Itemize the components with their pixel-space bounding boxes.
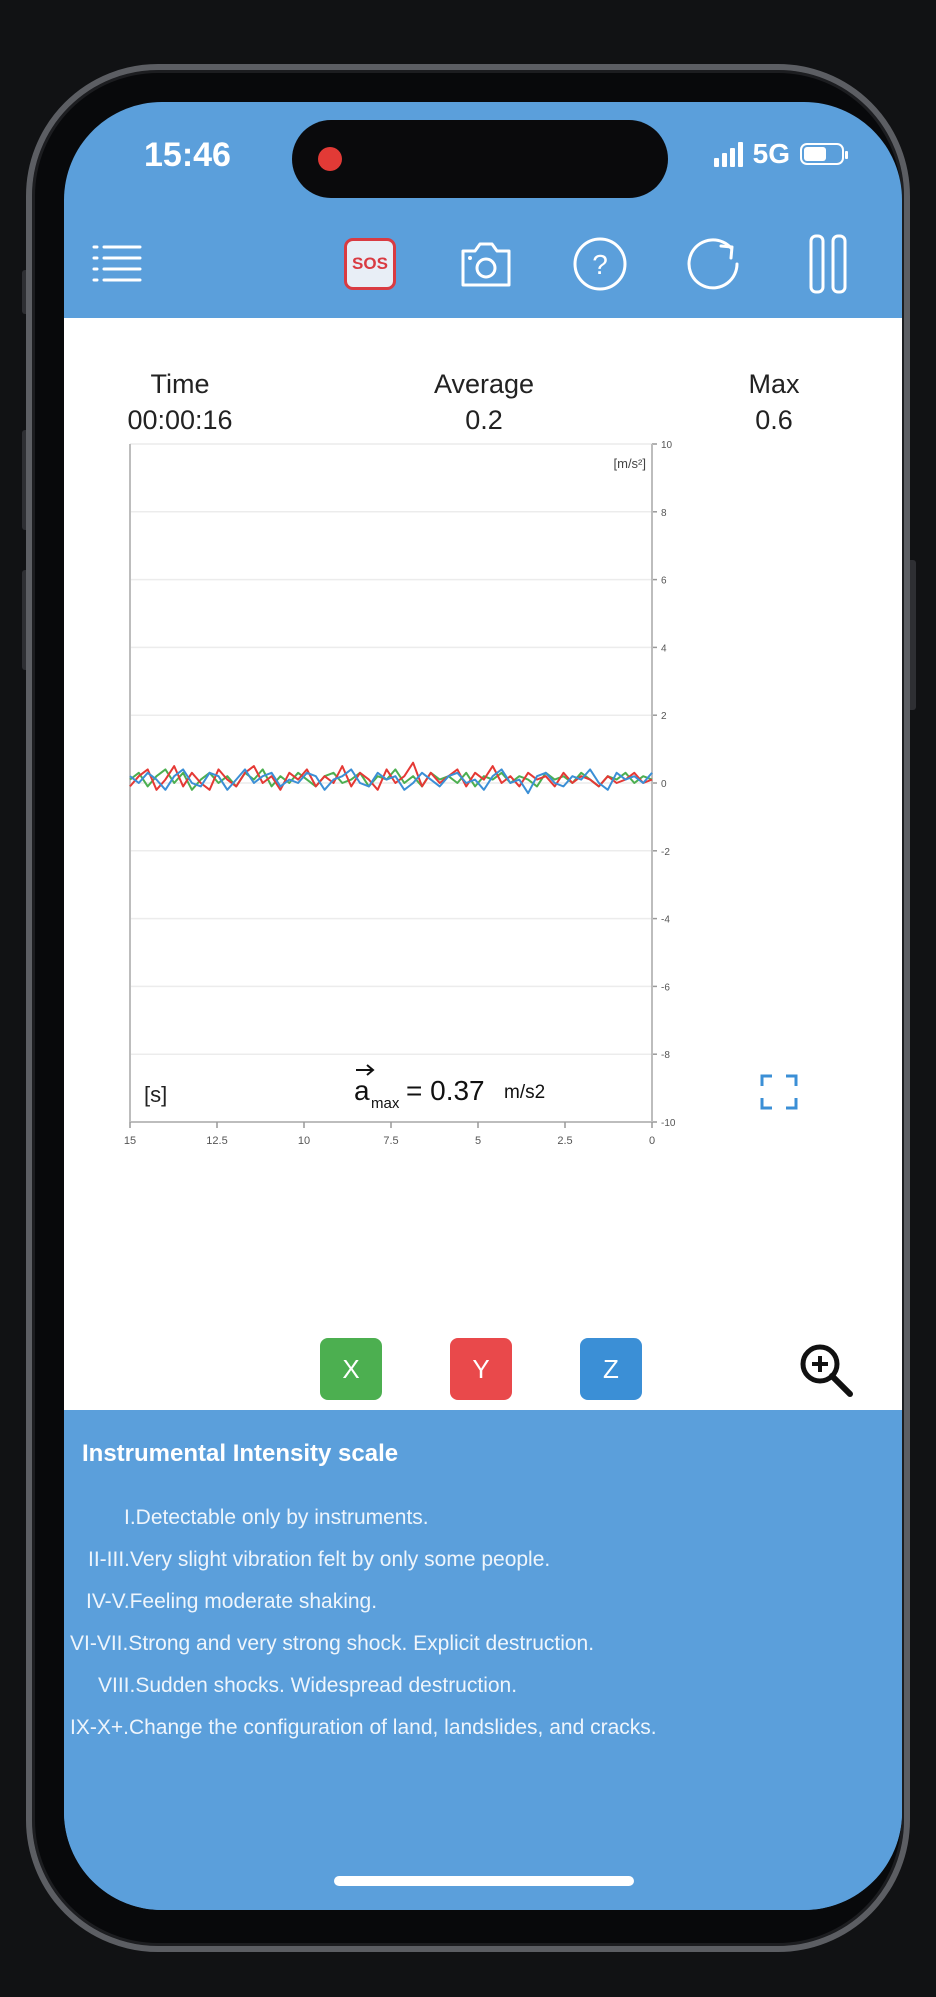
camera-icon xyxy=(461,242,511,287)
status-time: 15:46 xyxy=(144,136,231,174)
scale-line-4: VI-VII.Strong and very strong shock. Exp… xyxy=(70,1632,595,1655)
y-tick-label: -10 xyxy=(661,1118,676,1129)
amax-subscript: max xyxy=(371,1095,400,1112)
axis-button-y[interactable]: Y xyxy=(450,1338,512,1400)
zoom-in-icon xyxy=(800,1344,853,1397)
time-stat: Time 00:00:16 xyxy=(110,366,250,438)
time-label: Time xyxy=(150,369,210,399)
max-label: Max xyxy=(748,369,800,399)
sos-icon: SOS xyxy=(344,238,396,290)
acceleration-chart: 10 8 6 4 2 0 -2 -4 -6 -8 -10 15 12.5 10 7.5 5 2.5 0 [m/s²]… xyxy=(124,440,798,1147)
series-y-line xyxy=(129,761,653,791)
battery-icon xyxy=(800,143,848,165)
menu-icon xyxy=(92,245,142,282)
fullscreen-corner xyxy=(760,1098,772,1110)
x-tick-label: 0 xyxy=(649,1135,655,1147)
power-button[interactable] xyxy=(906,560,916,710)
x-tick-label: 12.5 xyxy=(206,1135,227,1147)
amax-symbol: a xyxy=(354,1075,370,1106)
measurement-area: Time 00:00:16 Average 0.2 Max 0.6 10 8 6 4 2… xyxy=(64,318,902,1410)
network-type: 5G xyxy=(752,138,790,169)
x-tick-label: 7.5 xyxy=(383,1135,398,1147)
fullscreen-corner xyxy=(786,1098,798,1110)
x-axis-label: [s] xyxy=(144,1082,167,1107)
intensity-scale-panel: Instrumental Intensity scale I.Detectabl… xyxy=(64,1410,902,1910)
amax-value: = 0.37 xyxy=(406,1075,485,1106)
axis-button-y-label: Y xyxy=(472,1353,490,1384)
toolbar: SOS ? xyxy=(64,210,902,318)
axis-button-z-label: Z xyxy=(603,1353,619,1384)
series-z-line xyxy=(129,768,653,795)
fullscreen-icon[interactable] xyxy=(760,1074,798,1110)
x-tick-label: 15 xyxy=(124,1135,136,1147)
x-tick-label: 2.5 xyxy=(557,1135,572,1147)
reset-button[interactable] xyxy=(682,232,746,296)
y-axis-unit: [m/s²] xyxy=(614,456,647,471)
x-tick-label: 10 xyxy=(298,1135,310,1147)
panel-title: Instrumental Intensity scale xyxy=(82,1440,399,1467)
x-tick-label: 5 xyxy=(475,1135,481,1147)
menu-button[interactable] xyxy=(86,232,150,296)
y-tick-label: -6 xyxy=(661,982,670,993)
y-tick-label: 0 xyxy=(661,779,667,790)
time-value: 00:00:16 xyxy=(127,405,233,435)
scale-line-3: IV-V.Feeling moderate shaking. xyxy=(86,1590,378,1613)
sos-button[interactable]: SOS xyxy=(338,232,402,296)
svg-text:?: ? xyxy=(592,249,608,280)
status-bar: 15:46 5G xyxy=(64,102,902,210)
zoom-button[interactable] xyxy=(796,1340,856,1400)
y-tick-label: -4 xyxy=(661,915,670,926)
pause-icon xyxy=(809,234,847,294)
status-indicators: 5G xyxy=(713,138,848,170)
average-stat: Average 0.2 xyxy=(414,366,554,438)
refresh-icon xyxy=(687,238,739,290)
pause-button[interactable] xyxy=(796,232,860,296)
fullscreen-corner xyxy=(786,1074,798,1086)
y-tick-label: 2 xyxy=(661,711,667,722)
help-button[interactable]: ? xyxy=(568,232,632,296)
recording-dot-icon xyxy=(318,147,342,171)
scale-line-6: IX-X+.Change the configuration of land, … xyxy=(70,1716,657,1739)
amax-unit: m/s2 xyxy=(504,1082,545,1103)
vector-arrowhead-icon xyxy=(366,1064,375,1076)
y-tick-label: -8 xyxy=(661,1050,670,1061)
axis-button-z[interactable]: Z xyxy=(580,1338,642,1400)
y-tick-label: 8 xyxy=(661,508,667,519)
signal-icon xyxy=(713,141,743,167)
dynamic-island xyxy=(292,120,668,198)
app-screen: 15:46 5G SOS xyxy=(64,102,902,1910)
max-value: 0.6 xyxy=(755,405,793,435)
average-label: Average xyxy=(433,369,535,399)
home-indicator[interactable] xyxy=(334,1876,634,1886)
y-tick-label: 10 xyxy=(661,440,673,451)
axis-button-x-label: X xyxy=(342,1353,360,1384)
y-tick-label: 4 xyxy=(661,643,667,654)
camera-button[interactable] xyxy=(454,232,518,296)
max-stat: Max 0.6 xyxy=(724,366,824,438)
help-icon: ? xyxy=(573,237,627,291)
axis-button-x[interactable]: X xyxy=(320,1338,382,1400)
fullscreen-corner xyxy=(760,1074,772,1086)
scale-line-5: VIII.Sudden shocks. Widespread destructi… xyxy=(98,1674,518,1697)
y-tick-label: -2 xyxy=(661,847,670,858)
scale-line-1: I.Detectable only by instruments. xyxy=(124,1506,429,1529)
average-value: 0.2 xyxy=(465,405,503,435)
series-x-line xyxy=(129,768,653,791)
scale-line-2: II-III.Very slight vibration felt by onl… xyxy=(88,1548,551,1571)
sos-label: SOS xyxy=(352,254,388,273)
y-tick-label: 6 xyxy=(661,576,667,587)
